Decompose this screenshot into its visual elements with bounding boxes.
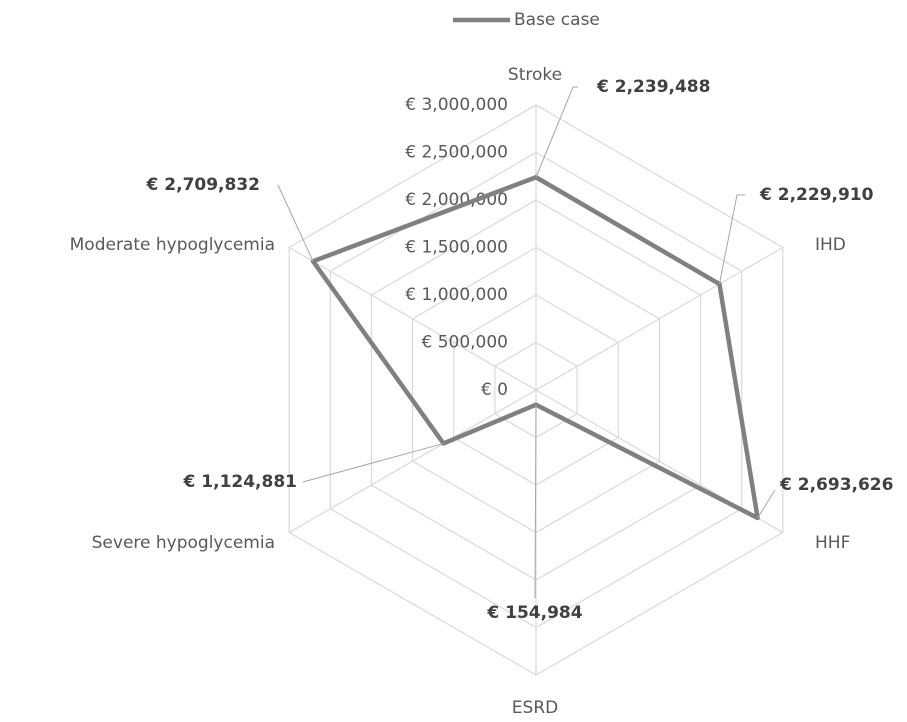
data-label: € 1,124,881 [183,472,297,492]
y-tick-label: € 500,000 [421,333,508,353]
data-label: € 2,693,626 [779,475,893,495]
y-tick-label: € 2,000,000 [405,190,508,210]
y-tick-label: € 1,000,000 [405,285,508,305]
leader-line [757,489,776,519]
leader-line [302,442,444,483]
category-label: Moderate hypoglycemia [70,235,275,255]
category-label: Stroke [508,65,562,85]
spoke [288,389,537,534]
legend-label: Base case [514,10,600,30]
spoke [535,246,784,391]
category-label: HHF [815,533,850,553]
category-label: IHD [815,235,846,255]
spoke [288,246,537,391]
leader-line [535,86,578,178]
category-label: Severe hypoglycemia [92,533,275,553]
y-tick-label: € 0 [481,380,508,400]
category-label: ESRD [512,698,558,718]
data-label: € 2,239,488 [596,77,710,97]
leader-line [718,194,745,285]
data-label: € 2,709,832 [146,175,260,195]
leader-line [277,184,314,262]
leader-line [534,404,537,599]
y-tick-label: € 2,500,000 [405,143,508,163]
data-label: € 2,229,910 [759,185,874,205]
data-label: € 154,984 [486,603,582,623]
y-tick-label: € 1,500,000 [405,238,508,258]
y-tick-label: € 3,000,000 [405,95,508,115]
